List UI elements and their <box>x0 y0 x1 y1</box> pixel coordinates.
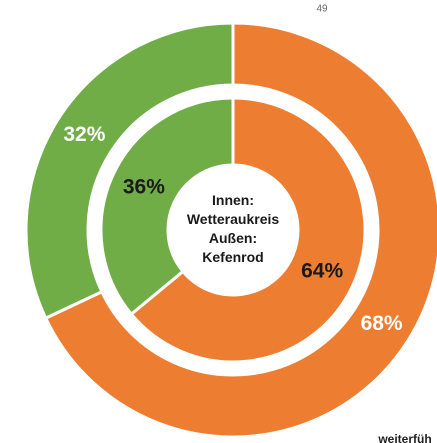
donut-segment <box>43 21 437 439</box>
data-label: 64% <box>301 259 343 282</box>
donut-segment <box>129 96 367 364</box>
annotation: weiterfüh <box>377 432 431 443</box>
donut-segment <box>99 96 235 317</box>
data-label: 68% <box>361 312 403 335</box>
center-label: Kefenrod <box>202 249 263 265</box>
center-label: Außen: <box>209 230 257 246</box>
center-label: Wetteraukreis <box>187 211 280 227</box>
center-label: Innen: <box>212 192 254 208</box>
data-label: 36% <box>123 176 165 199</box>
donut-segment <box>24 21 235 321</box>
center-hole <box>170 167 296 293</box>
annotation: 49 <box>316 4 328 15</box>
data-label: 32% <box>63 123 105 146</box>
